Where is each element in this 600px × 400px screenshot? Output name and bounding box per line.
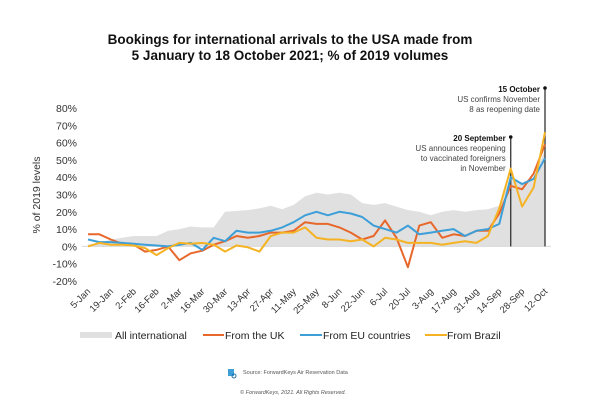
y-tick-label: -10% <box>52 259 77 271</box>
x-tick-label: 19-Jan <box>88 286 116 314</box>
y-tick-label: 20% <box>56 207 77 219</box>
y-tick-label: 60% <box>56 138 77 150</box>
x-tick-label: 30-Mar <box>201 286 230 315</box>
y-tick-label: 10% <box>56 224 77 236</box>
x-tick-label: 16-Feb <box>133 286 162 315</box>
annotation-title: 15 October <box>498 85 540 94</box>
legend-swatch-eu <box>300 334 322 336</box>
chart-title-line-1: Bookings for international arrivals to t… <box>108 32 473 47</box>
x-tick-label: 22-Jun <box>339 286 367 314</box>
x-tick-label: 28-Sep <box>498 286 527 315</box>
x-tick-label: 20-Jul <box>387 286 413 312</box>
legend-label-eu: From EU countries <box>323 330 411 342</box>
y-tick-label: 50% <box>56 155 77 167</box>
y-tick-label: 0% <box>62 241 77 253</box>
annotation-marker <box>508 135 513 139</box>
x-tick-label: 16-Mar <box>178 286 207 315</box>
annotation-text: US confirms November <box>457 95 540 104</box>
source-text: Source: ForwardKeys Air Reservation Data <box>243 370 349 376</box>
line-eu <box>87 157 546 251</box>
y-tick-label: -20% <box>52 276 77 288</box>
y-axis-label: % of 2019 levels <box>31 156 43 233</box>
annotation-text: US announces reopening <box>415 144 505 153</box>
x-tick-label: 25-May <box>291 286 321 316</box>
annotation-text: to vaccinated foreigners <box>421 154 506 163</box>
line-brazil <box>87 131 546 257</box>
annotation-title: 20 September <box>453 134 505 143</box>
y-tick-label: 70% <box>56 120 77 132</box>
y-tick-label: 80% <box>56 103 77 115</box>
legend-swatch-brazil <box>425 334 447 336</box>
legend-swatch-all-international <box>80 332 112 338</box>
copyright-text: © ForwardKeys, 2021. All Rights Reserved… <box>240 389 346 396</box>
y-tick-label: 40% <box>56 172 77 184</box>
legend-label-brazil: From Brazil <box>447 330 501 342</box>
legend-swatch-uk <box>203 334 224 336</box>
x-tick-label: 13-Apr <box>225 286 253 314</box>
legend-label-uk: From the UK <box>225 330 285 342</box>
annotation-marker <box>543 86 547 90</box>
chart-title-line-2: 5 January to 18 October 2021; % of 2019 … <box>132 48 449 63</box>
legend: All international From the UK From EU co… <box>80 330 501 342</box>
annotation-text: in November <box>460 164 506 173</box>
annotation-text: 8 as reopening date <box>469 105 540 114</box>
legend-label-all-international: All international <box>115 330 187 342</box>
source-icon <box>228 369 237 379</box>
y-tick-label: 30% <box>56 190 77 202</box>
x-tick-label: 12-Oct <box>522 286 550 314</box>
